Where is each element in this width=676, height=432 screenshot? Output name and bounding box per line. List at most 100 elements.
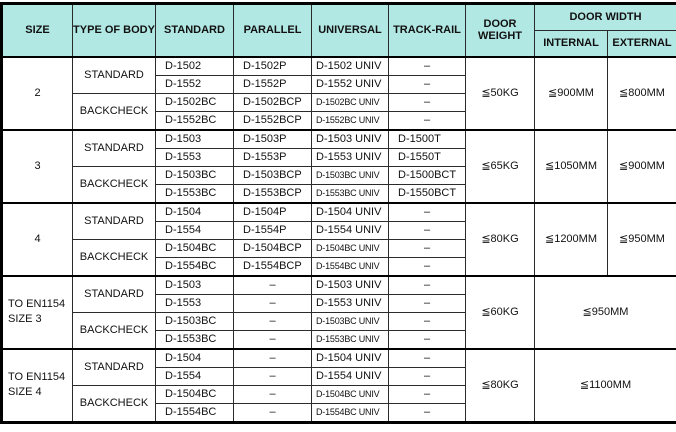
door-width-internal-cell: ≦900MM bbox=[534, 55, 608, 130]
cell-parallel: D-1504BCP bbox=[233, 238, 312, 258]
cell-track-rail: D-1500T bbox=[388, 128, 466, 149]
cell-parallel: – bbox=[233, 311, 312, 331]
door-width-internal-cell: ≦1050MM bbox=[534, 128, 608, 203]
header-row-1: SIZE TYPE OF BODY STANDARD PARALLEL UNIV… bbox=[1, 3, 676, 57]
header-track-rail: TRACK-RAIL bbox=[388, 3, 466, 57]
table-row: BACKCHECK D-1504BC D-1504BCP D-1504BC UN… bbox=[2, 238, 676, 276]
cell-standard: D-1554BC bbox=[155, 402, 234, 423]
cell-parallel: – bbox=[233, 293, 312, 313]
table-row: BACKCHECK D-1502BC D-1502BCP D-1502BC UN… bbox=[2, 92, 676, 130]
cell-universal: D-1504BC UNIV bbox=[311, 384, 389, 404]
cell-track-rail: – bbox=[388, 274, 466, 295]
table-row: 2 STANDARD D-1502 D-1502P D-1502 UNIV – … bbox=[1, 55, 676, 130]
table-row: D-1552BC D-1552BCP D-1552BC UNIV – bbox=[2, 110, 676, 130]
door-width-external-cell: ≦800MM bbox=[606, 55, 676, 130]
header-door-weight: DOOR WEIGHT bbox=[465, 3, 535, 57]
cell-universal: D-1553 UNIV bbox=[311, 293, 389, 313]
cell-standard: D-1554 bbox=[155, 220, 234, 240]
cell-universal: D-1553BC UNIV bbox=[311, 329, 389, 349]
table-row: BACKCHECK D-1504BC – D-1504BC UNIV – bbox=[2, 384, 676, 423]
cell-parallel: – bbox=[233, 402, 312, 423]
header-type-of-body: TYPE OF BODY bbox=[72, 3, 156, 57]
header-universal: UNIVERSAL bbox=[311, 3, 389, 57]
cell-standard: D-1502 bbox=[155, 55, 234, 76]
header-parallel: PARALLEL bbox=[233, 3, 312, 57]
body-type-cell: BACKCHECK bbox=[72, 238, 156, 276]
cell-standard: D-1553 bbox=[155, 147, 234, 167]
cell-universal: D-1553 UNIV bbox=[311, 147, 389, 167]
cell-standard: D-1503BC bbox=[155, 165, 234, 185]
cell-track-rail: – bbox=[388, 293, 466, 313]
body-type-cell: STANDARD bbox=[72, 347, 156, 386]
cell-parallel: D-1504P bbox=[233, 201, 312, 222]
cell-universal: D-1554 UNIV bbox=[311, 220, 389, 240]
header-internal: INTERNAL bbox=[534, 30, 608, 57]
cell-track-rail: – bbox=[388, 347, 466, 368]
cell-track-rail: – bbox=[388, 110, 466, 130]
size-group-2: 2 STANDARD D-1502 D-1502P D-1502 UNIV – … bbox=[1, 55, 676, 130]
cell-parallel: D-1554P bbox=[233, 220, 312, 240]
door-width-external-cell: ≦950MM bbox=[606, 201, 676, 276]
cell-standard: D-1553 bbox=[155, 293, 234, 313]
body-type-cell: BACKCHECK bbox=[72, 92, 156, 130]
cell-track-rail: – bbox=[388, 55, 466, 76]
table-row: D-1554 D-1554P D-1554 UNIV – bbox=[2, 220, 676, 240]
cell-standard: D-1554 bbox=[155, 366, 234, 386]
door-width-internal-cell: ≦1200MM bbox=[534, 201, 608, 276]
table-row: D-1552 D-1552P D-1552 UNIV – bbox=[2, 74, 676, 94]
body-type-cell: STANDARD bbox=[72, 128, 156, 167]
cell-standard: D-1503BC bbox=[155, 311, 234, 331]
cell-parallel: D-1553BCP bbox=[233, 183, 312, 203]
cell-parallel: – bbox=[233, 366, 312, 386]
body-type-cell: BACKCHECK bbox=[72, 311, 156, 349]
door-weight-cell: ≦65KG bbox=[465, 128, 535, 203]
cell-universal: D-1503BC UNIV bbox=[311, 165, 389, 185]
cell-track-rail: – bbox=[388, 220, 466, 240]
cell-parallel: – bbox=[233, 347, 312, 368]
door-weight-cell: ≦80KG bbox=[465, 201, 535, 276]
table-row: D-1553 – D-1553 UNIV – bbox=[2, 293, 676, 313]
body-type-cell: BACKCHECK bbox=[72, 384, 156, 423]
size-group-en1154-3: TO EN1154 SIZE 3 STANDARD D-1503 – D-150… bbox=[1, 274, 676, 349]
cell-track-rail: – bbox=[388, 329, 466, 349]
cell-track-rail: – bbox=[388, 366, 466, 386]
cell-parallel: D-1502BCP bbox=[233, 92, 312, 112]
table-row: TO EN1154 SIZE 4 STANDARD D-1504 – D-150… bbox=[1, 347, 676, 423]
header-external: EXTERNAL bbox=[606, 30, 676, 57]
door-weight-cell: ≦80KG bbox=[465, 347, 535, 423]
cell-standard: D-1552 bbox=[155, 74, 234, 94]
cell-parallel: D-1503BCP bbox=[233, 165, 312, 185]
cell-parallel: D-1554BCP bbox=[233, 256, 312, 276]
table-header: SIZE TYPE OF BODY STANDARD PARALLEL UNIV… bbox=[1, 3, 676, 57]
cell-track-rail: – bbox=[388, 92, 466, 112]
body-type-cell: STANDARD bbox=[72, 274, 156, 313]
cell-universal: D-1554BC UNIV bbox=[311, 256, 389, 276]
cell-standard: D-1552BC bbox=[155, 110, 234, 130]
body-type-cell: STANDARD bbox=[72, 55, 156, 94]
cell-track-rail: – bbox=[388, 74, 466, 94]
cell-standard: D-1553BC bbox=[155, 329, 234, 349]
table-row: D-1554BC – D-1554BC UNIV – bbox=[2, 402, 676, 423]
cell-universal: D-1554BC UNIV bbox=[311, 402, 389, 423]
cell-standard: D-1502BC bbox=[155, 92, 234, 112]
cell-standard: D-1503 bbox=[155, 274, 234, 295]
table-row: 4 STANDARD D-1504 D-1504P D-1504 UNIV – … bbox=[1, 201, 676, 276]
cell-track-rail: D-1550BCT bbox=[388, 183, 466, 203]
cell-universal: D-1502BC UNIV bbox=[311, 92, 389, 112]
table-row: D-1553 D-1553P D-1553 UNIV D-1550T bbox=[2, 147, 676, 167]
cell-universal: D-1504 UNIV bbox=[311, 201, 389, 222]
table-row: D-1554 – D-1554 UNIV – bbox=[2, 366, 676, 386]
cell-standard: D-1504BC bbox=[155, 238, 234, 258]
cell-parallel: – bbox=[233, 329, 312, 349]
size-group-en1154-4: TO EN1154 SIZE 4 STANDARD D-1504 – D-150… bbox=[1, 347, 676, 423]
cell-standard: D-1504 bbox=[155, 347, 234, 368]
body-type-cell: BACKCHECK bbox=[72, 165, 156, 203]
cell-standard: D-1553BC bbox=[155, 183, 234, 203]
body-type-cell: STANDARD bbox=[72, 201, 156, 240]
cell-universal: D-1554 UNIV bbox=[311, 366, 389, 386]
door-weight-cell: ≦60KG bbox=[465, 274, 535, 349]
cell-track-rail: – bbox=[388, 384, 466, 404]
cell-parallel: – bbox=[233, 384, 312, 404]
cell-universal: D-1502 UNIV bbox=[311, 55, 389, 76]
door-width-merged-cell: ≦950MM bbox=[533, 274, 676, 349]
